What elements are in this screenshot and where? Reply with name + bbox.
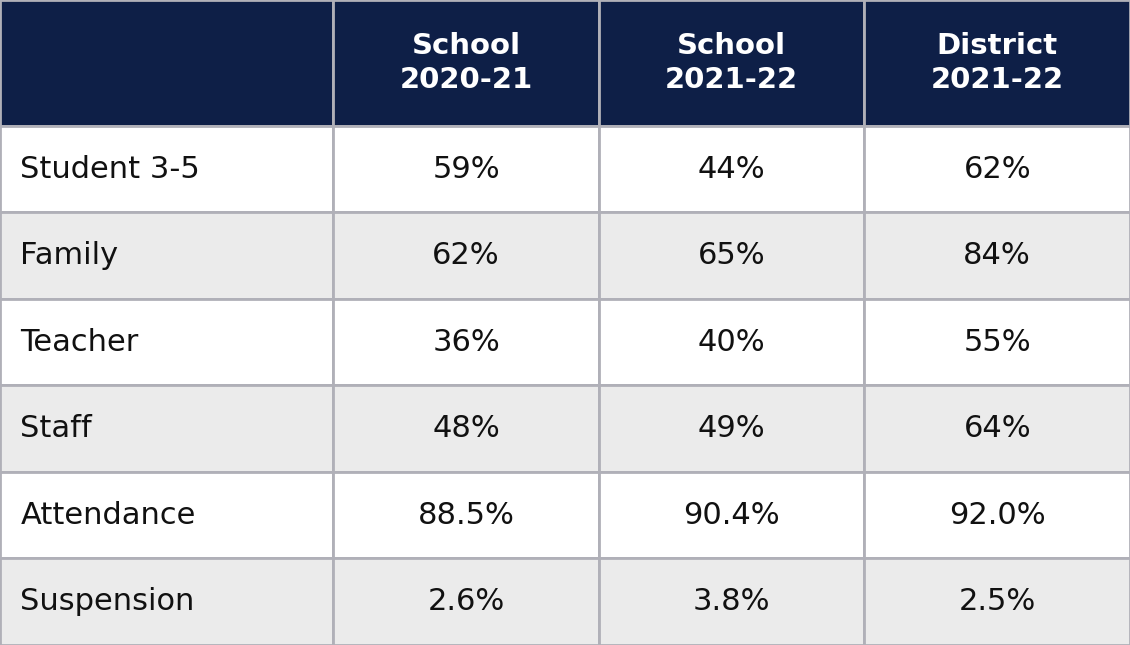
Bar — [0, 212, 333, 299]
Bar — [333, 559, 599, 645]
Bar — [0, 386, 333, 472]
Text: Family: Family — [20, 241, 119, 270]
Text: Staff: Staff — [20, 414, 92, 443]
Text: 2.5%: 2.5% — [958, 587, 1036, 616]
Text: 40%: 40% — [698, 328, 765, 357]
Text: 90.4%: 90.4% — [684, 501, 780, 530]
Bar — [599, 472, 864, 559]
Text: 2.6%: 2.6% — [427, 587, 505, 616]
Bar — [599, 299, 864, 386]
Bar — [599, 386, 864, 472]
Bar — [0, 299, 333, 386]
Bar — [599, 0, 864, 126]
Bar — [599, 212, 864, 299]
Bar — [599, 126, 864, 212]
Text: 44%: 44% — [698, 155, 765, 184]
Bar — [0, 0, 333, 126]
Text: 65%: 65% — [698, 241, 765, 270]
Text: Suspension: Suspension — [20, 587, 194, 616]
Bar — [0, 472, 333, 559]
Bar — [864, 559, 1130, 645]
Bar — [333, 386, 599, 472]
Text: 64%: 64% — [964, 414, 1031, 443]
Text: 36%: 36% — [433, 328, 499, 357]
Bar — [599, 559, 864, 645]
Text: 59%: 59% — [433, 155, 499, 184]
Text: District
2021-22: District 2021-22 — [931, 32, 1063, 94]
Text: 48%: 48% — [433, 414, 499, 443]
Text: 49%: 49% — [698, 414, 765, 443]
Text: School
2021-22: School 2021-22 — [666, 32, 798, 94]
Text: 84%: 84% — [964, 241, 1031, 270]
Text: Teacher: Teacher — [20, 328, 139, 357]
Text: 92.0%: 92.0% — [949, 501, 1045, 530]
Bar — [0, 126, 333, 212]
Text: Attendance: Attendance — [20, 501, 195, 530]
Bar — [333, 299, 599, 386]
Bar — [864, 126, 1130, 212]
Bar — [0, 559, 333, 645]
Bar — [864, 212, 1130, 299]
Bar — [864, 0, 1130, 126]
Text: 3.8%: 3.8% — [693, 587, 771, 616]
Bar — [333, 472, 599, 559]
Text: 62%: 62% — [433, 241, 499, 270]
Bar — [864, 299, 1130, 386]
Bar — [864, 386, 1130, 472]
Bar — [333, 212, 599, 299]
Text: 88.5%: 88.5% — [418, 501, 514, 530]
Text: 55%: 55% — [964, 328, 1031, 357]
Text: Student 3-5: Student 3-5 — [20, 155, 200, 184]
Text: 62%: 62% — [964, 155, 1031, 184]
Bar — [333, 0, 599, 126]
Text: School
2020-21: School 2020-21 — [400, 32, 532, 94]
Bar — [864, 472, 1130, 559]
Bar — [333, 126, 599, 212]
